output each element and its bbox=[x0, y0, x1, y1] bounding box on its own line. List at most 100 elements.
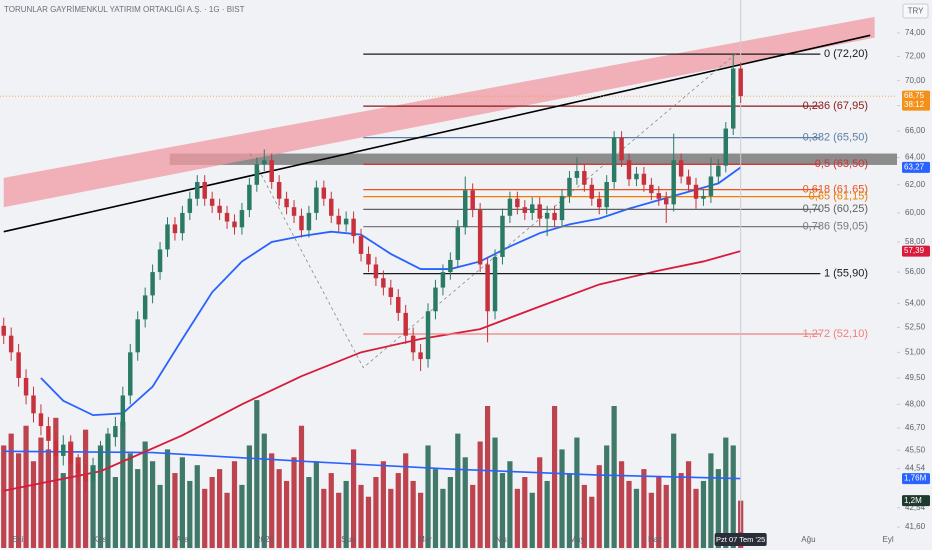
volume-bar bbox=[514, 488, 520, 548]
candle-body bbox=[693, 184, 699, 199]
volume-bar bbox=[60, 473, 66, 548]
y-tick-label: 42,54 bbox=[905, 503, 926, 512]
volume-bar bbox=[358, 484, 364, 548]
x-tick-label: Haz bbox=[648, 535, 662, 544]
volume-bar bbox=[626, 480, 632, 548]
volume-bar bbox=[671, 433, 677, 548]
y-tick-label: 48,00 bbox=[905, 399, 926, 408]
volume-bar bbox=[417, 492, 424, 548]
volume-bar bbox=[283, 480, 290, 548]
volume-bar bbox=[38, 437, 44, 548]
volume-bar bbox=[559, 449, 565, 548]
candle-body bbox=[358, 236, 364, 254]
x-tick-label: Ara bbox=[176, 535, 189, 544]
price-tag-label: 63,27 bbox=[904, 162, 925, 171]
candle-body bbox=[157, 249, 163, 273]
candle-body bbox=[492, 256, 498, 312]
y-tick-label: 72,00 bbox=[905, 52, 926, 61]
volume-bar bbox=[8, 433, 14, 548]
volume-bar bbox=[179, 457, 185, 548]
candle-body bbox=[403, 312, 408, 336]
candle-body bbox=[522, 207, 528, 213]
volume-bar bbox=[68, 441, 74, 548]
candle-body bbox=[142, 295, 148, 320]
candle-body bbox=[597, 198, 602, 208]
volume-bar bbox=[261, 433, 267, 548]
candle-body bbox=[306, 212, 312, 231]
volume-bar bbox=[551, 406, 558, 548]
volume-bar bbox=[633, 488, 640, 548]
volume-bar bbox=[291, 457, 297, 548]
fib-label: 0,705 (60,25) bbox=[803, 203, 868, 215]
fib-label: 0,5 (63,50) bbox=[815, 158, 868, 170]
volume-bar bbox=[611, 406, 617, 548]
volume-bar bbox=[700, 480, 707, 548]
candle-body bbox=[656, 193, 662, 199]
y-tick-label: 51,00 bbox=[905, 347, 926, 356]
volume-bar bbox=[254, 400, 260, 548]
volume-bar bbox=[246, 445, 252, 548]
candle-body bbox=[135, 319, 140, 353]
candle-body bbox=[8, 335, 14, 353]
candle-body bbox=[463, 190, 468, 228]
volume-bar bbox=[432, 469, 439, 548]
candle-body bbox=[530, 204, 535, 213]
volume-bar bbox=[45, 449, 51, 548]
candle-body bbox=[485, 264, 490, 312]
candle-body bbox=[507, 198, 513, 216]
volume-bar bbox=[135, 469, 141, 548]
candle-body bbox=[343, 218, 349, 225]
candle-body bbox=[708, 176, 714, 196]
candle-body bbox=[396, 296, 401, 313]
volume-bar bbox=[231, 461, 238, 548]
candle-body bbox=[649, 184, 654, 194]
y-tick-label: 56,00 bbox=[905, 267, 926, 276]
volume-bar bbox=[596, 465, 602, 548]
y-tick-label: 60,00 bbox=[905, 208, 926, 217]
fib-label: 0,236 (67,95) bbox=[803, 100, 868, 112]
candle-body bbox=[373, 264, 379, 279]
candle-body bbox=[410, 335, 416, 353]
volume-bar bbox=[529, 492, 535, 548]
zigzag bbox=[249, 53, 736, 369]
candle-body bbox=[98, 450, 103, 468]
volume-bar bbox=[373, 477, 379, 548]
candle-body bbox=[552, 212, 557, 221]
volume-bar bbox=[693, 488, 699, 548]
volume-bar bbox=[16, 453, 22, 548]
candle-body bbox=[425, 311, 431, 360]
volume-bar bbox=[313, 461, 319, 548]
volume-bar bbox=[656, 477, 662, 548]
volume-bar bbox=[522, 477, 528, 548]
volume-bar bbox=[462, 457, 468, 548]
candle-body bbox=[113, 426, 118, 438]
volume-bar bbox=[440, 488, 446, 548]
volume-bar bbox=[723, 437, 729, 548]
candle-body bbox=[381, 278, 386, 288]
candle-body bbox=[239, 210, 245, 228]
candle-body bbox=[38, 413, 44, 427]
volume-bar bbox=[90, 465, 96, 548]
candle-body bbox=[544, 212, 550, 219]
volume-bar bbox=[685, 461, 692, 548]
candle-body bbox=[611, 137, 617, 183]
volume-tag-label: 1,2M bbox=[904, 496, 922, 505]
volume-bar bbox=[641, 469, 647, 548]
x-tick-label: Nis bbox=[495, 535, 507, 544]
candle-body bbox=[730, 68, 736, 129]
price-tag-label: 57,39 bbox=[904, 246, 925, 255]
volume-bar bbox=[97, 445, 104, 548]
volume-bar bbox=[380, 461, 386, 548]
candle-body bbox=[314, 187, 319, 213]
candle-body bbox=[254, 164, 260, 185]
candle-body bbox=[195, 182, 200, 199]
volume-bar bbox=[455, 433, 461, 548]
candle-body bbox=[671, 160, 676, 205]
candle-body bbox=[172, 224, 178, 234]
candle-body bbox=[23, 377, 29, 396]
y-tick-label: 70,00 bbox=[905, 76, 926, 85]
y-tick-label: 41,60 bbox=[905, 522, 926, 531]
x-tick-label: Ağu bbox=[801, 535, 815, 544]
candle-body bbox=[224, 212, 230, 222]
